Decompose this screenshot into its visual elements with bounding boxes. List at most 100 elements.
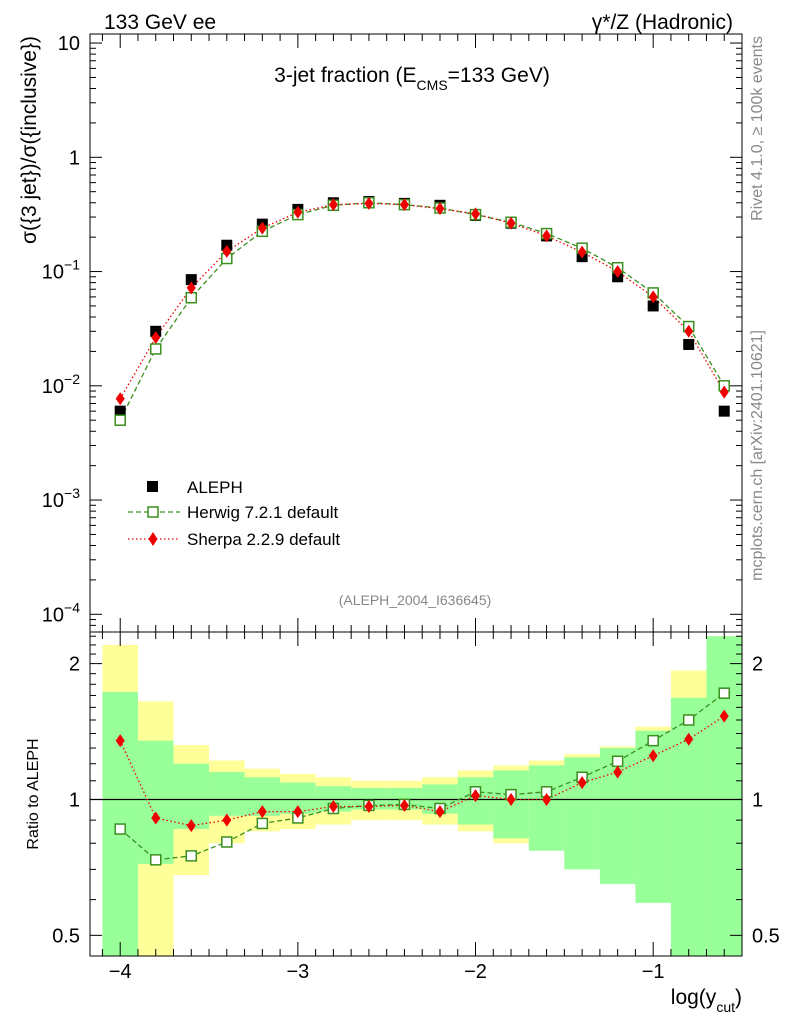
ratio-y-tick-label-right: 0.5 — [752, 925, 780, 947]
series-line-sherpa-2-2-9-default — [119, 202, 725, 400]
y-tick-label: 10 — [58, 33, 80, 55]
marker-sherpa-2-2-9-default — [364, 196, 374, 210]
ratio-y-tick-label: 1 — [69, 789, 80, 811]
ratio-marker-sherpa-2-2-9-default — [399, 798, 409, 812]
ratio-marker-sherpa-2-2-9-default — [613, 765, 623, 779]
ratio-marker-herwig-7-2-1-default — [221, 836, 233, 848]
x-tick-label: −2 — [464, 961, 487, 983]
main-y-ticks: 10 1 10−1 10−2 10−3 10−4 — [42, 33, 742, 633]
ratio-marker-sherpa-2-2-9-default — [506, 792, 516, 806]
marker-sherpa-2-2-9-default — [684, 324, 694, 338]
legend-marker-sherpa — [148, 532, 158, 546]
y-tick-label: 10−4 — [42, 599, 80, 626]
marker-sherpa-2-2-9-default — [115, 392, 125, 406]
ratio-marker-sherpa-2-2-9-default — [328, 799, 338, 813]
ratio-marker-sherpa-2-2-9-default — [684, 732, 694, 746]
watermark: (ALEPH_2004_I636645) — [339, 592, 492, 608]
ratio-y-axis-label: Ratio to ALEPH — [25, 738, 42, 849]
legend-label-herwig: Herwig 7.2.1 default — [187, 503, 338, 522]
x-tick-label: −1 — [642, 961, 665, 983]
legend-entry-sherpa: Sherpa 2.2.9 default — [128, 530, 340, 549]
legend-entry-herwig: Herwig 7.2.1 default — [128, 503, 338, 522]
ratio-y-tick-label-right: 2 — [752, 654, 763, 676]
ratio-ticks: 2 2 1 1 0.5 0.5 −4 −3 −2 −1 — [52, 632, 780, 983]
ratio-marker-herwig-7-2-1-default — [185, 850, 198, 862]
x-tick-label: −3 — [286, 961, 309, 983]
ratio-marker-sherpa-2-2-9-default — [186, 819, 196, 833]
header-right: γ*/Z (Hadronic) — [592, 11, 733, 34]
x-axis-label: log(ycut) — [671, 986, 742, 1015]
band-green-inner — [209, 772, 245, 816]
marker-sherpa-2-2-9-default — [648, 290, 658, 304]
marker-sherpa-2-2-9-default — [186, 281, 196, 295]
legend-marker-aleph — [147, 481, 158, 492]
header-left: 133 GeV ee — [104, 11, 216, 34]
legend-marker-herwig — [147, 506, 159, 518]
ratio-marker-herwig-7-2-1-default — [611, 755, 624, 768]
ratio-y-tick-label: 0.5 — [52, 925, 80, 947]
band-green-inner — [173, 763, 210, 830]
ratio-marker-herwig-7-2-1-default — [114, 823, 126, 835]
ratio-marker-sherpa-2-2-9-default — [115, 734, 125, 748]
marker-herwig-7-2-1-default — [149, 343, 162, 355]
ratio-marker-sherpa-2-2-9-default — [577, 776, 587, 790]
marker-aleph — [185, 274, 197, 286]
legend-label-sherpa: Sherpa 2.2.9 default — [187, 530, 340, 549]
ratio-line-herwig-7-2-1-default — [119, 692, 725, 861]
y-tick-label: 10−2 — [42, 371, 80, 398]
ratio-marker-sherpa-2-2-9-default — [257, 805, 267, 819]
ratio-marker-herwig-7-2-1-default — [682, 714, 695, 726]
marker-sherpa-2-2-9-default — [471, 207, 481, 221]
ratio-marker-sherpa-2-2-9-default — [293, 805, 303, 819]
ratio-marker-herwig-7-2-1-default — [718, 687, 730, 699]
ratio-marker-herwig-7-2-1-default — [149, 854, 162, 866]
ratio-marker-sherpa-2-2-9-default — [435, 805, 445, 819]
rivet-label: Rivet 4.1.0, ≥ 100k events — [749, 36, 766, 221]
y-tick-label: 10−3 — [42, 485, 80, 512]
ratio-series-lines — [119, 692, 725, 861]
marker-sherpa-2-2-9-default — [399, 198, 409, 212]
ratio-marker-sherpa-2-2-9-default — [364, 799, 374, 813]
legend-label-aleph: ALEPH — [187, 478, 243, 497]
ratio-marker-sherpa-2-2-9-default — [648, 749, 658, 763]
marker-sherpa-2-2-9-default — [719, 385, 729, 399]
ratio-marker-sherpa-2-2-9-default — [151, 811, 161, 825]
marker-sherpa-2-2-9-default — [613, 265, 623, 279]
marker-sherpa-2-2-9-default — [257, 221, 267, 235]
y-tick-label: 1 — [69, 147, 80, 169]
marker-sherpa-2-2-9-default — [435, 202, 445, 216]
ratio-uncertainty-bands — [102, 636, 742, 956]
marker-sherpa-2-2-9-default — [506, 216, 516, 230]
ratio-plot: 2 2 1 1 0.5 0.5 −4 −3 −2 −1 Ratio to ALEPH log(yc… — [25, 631, 780, 1015]
main-y-axis-label: σ({3 jet})/σ({inclusive}) — [18, 36, 41, 244]
marker-aleph — [683, 338, 695, 350]
band-green-inner — [137, 740, 174, 864]
series-line-herwig-7-2-1-default — [119, 202, 725, 421]
main-plot: 10 1 10−1 10−2 10−3 10−4 3-jet fraction (ECMS… — [18, 33, 743, 633]
marker-sherpa-2-2-9-default — [151, 330, 161, 344]
marker-aleph — [114, 405, 126, 417]
band-green-inner — [528, 765, 565, 851]
main-markers — [114, 196, 730, 426]
mcplots-label: mcplots.cern.ch [arXiv:2401.10621] — [749, 330, 766, 581]
ratio-y-tick-label: 2 — [69, 654, 80, 676]
chart-title: 3-jet fraction (ECMS=133 GeV) — [274, 64, 550, 93]
marker-sherpa-2-2-9-default — [577, 245, 587, 259]
ratio-marker-herwig-7-2-1-default — [647, 734, 659, 747]
y-tick-label: 10−1 — [42, 257, 80, 284]
marker-sherpa-2-2-9-default — [293, 205, 303, 219]
marker-aleph — [647, 300, 659, 312]
marker-herwig-7-2-1-default — [114, 414, 126, 426]
ratio-markers — [114, 687, 730, 866]
ratio-y-tick-label-right: 1 — [752, 789, 763, 811]
ratio-marker-sherpa-2-2-9-default — [471, 789, 481, 803]
legend-entry-aleph: ALEPH — [147, 478, 243, 497]
ratio-marker-sherpa-2-2-9-default — [542, 792, 552, 806]
band-green-inner — [351, 788, 387, 810]
ratio-marker-sherpa-2-2-9-default — [719, 709, 729, 723]
ratio-frame — [89, 631, 743, 957]
ratio-marker-sherpa-2-2-9-default — [222, 813, 232, 827]
marker-aleph — [718, 405, 730, 417]
x-tick-label: −4 — [109, 961, 132, 983]
